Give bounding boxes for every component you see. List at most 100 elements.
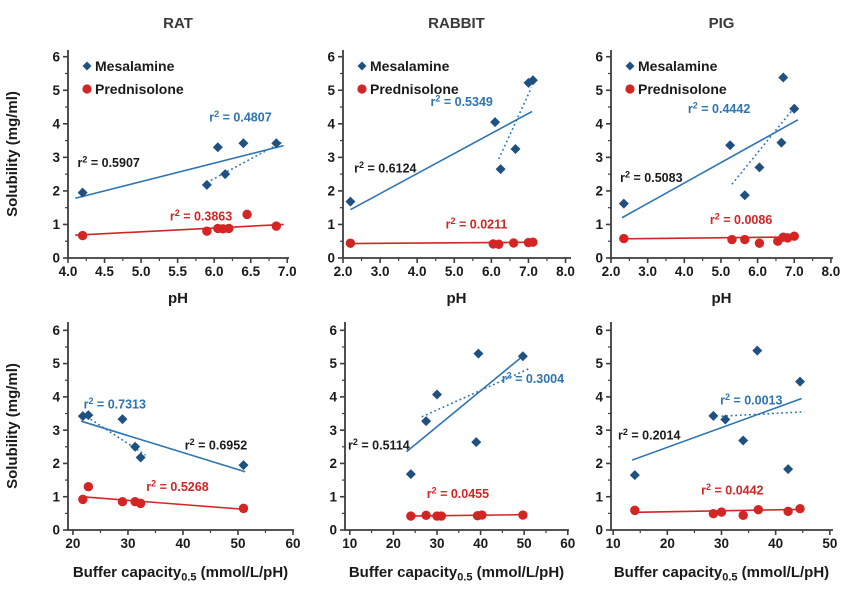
trendline-solid-blue — [631, 397, 802, 461]
y-axis-label: Solubility (mg/ml) — [4, 363, 21, 489]
y-tick-label: 4 — [595, 389, 603, 404]
x-tick-label: 30 — [429, 536, 444, 551]
data-point-mesalamine — [720, 414, 731, 425]
r2-annotation-blue: r2 = 0.0013 — [720, 392, 782, 408]
y-tick-label: 5 — [595, 83, 603, 98]
r2-annotation-red: r2 = 0.3863 — [170, 208, 232, 224]
y-tick-label: 0 — [52, 251, 60, 266]
r2-annotation-black: r2 = 0.5907 — [78, 155, 140, 171]
data-point-prednisolone — [135, 498, 146, 509]
x-tick-label: 7.0 — [519, 264, 538, 279]
data-point-prednisolone — [494, 239, 504, 249]
data-point-prednisolone — [753, 504, 764, 515]
data-point-prednisolone — [83, 482, 94, 492]
x-axis-label: Buffer capacity0.5 (mmol/L/pH) — [73, 564, 288, 584]
trendline-solid-blue — [350, 110, 533, 211]
y-tick-label: 1 — [595, 489, 603, 504]
y-tick-label: 2 — [52, 184, 60, 199]
r2-annotation-blue: r2 = 0.4442 — [688, 101, 750, 117]
chart-rat-ph: RAT 0 1 2 3 4 5 6 4.0 4.5 5.0 5.5 6.0 6.5 7.0 pH Solubil… — [4, 15, 297, 307]
data-point-mesalamine — [510, 143, 521, 154]
trendline-solid-blue — [80, 420, 246, 473]
x-tick-label: 50 — [822, 536, 837, 551]
y-tick-label: 1 — [52, 217, 60, 232]
y-tick-label: 3 — [327, 150, 335, 165]
x-tick-label: 60 — [285, 536, 300, 551]
data-point-prednisolone — [117, 497, 128, 507]
x-tick-label: 3.0 — [371, 264, 390, 279]
data-point-mesalamine — [495, 164, 506, 175]
x-tick-label: 30 — [714, 536, 729, 551]
r2-annotation-black: r2 = 0.6952 — [185, 437, 247, 453]
trendline-solid-red — [621, 236, 798, 240]
x-tick-label: 5.0 — [712, 264, 731, 279]
legend-mesalamine-label: Mesalamine — [638, 58, 718, 74]
data-point-mesalamine — [490, 117, 501, 128]
x-tick-label: 6.0 — [748, 264, 767, 279]
data-point-mesalamine — [795, 376, 806, 387]
data-point-mesalamine — [212, 142, 223, 153]
y-tick-label: 3 — [595, 423, 603, 438]
data-point-mesalamine — [421, 416, 432, 427]
y-tick-label: 2 — [52, 456, 60, 471]
data-point-mesalamine — [471, 437, 482, 448]
trendline-dotted-blue — [82, 413, 147, 456]
data-point-prednisolone — [242, 209, 252, 220]
y-tick-label: 0 — [595, 251, 603, 266]
data-point-prednisolone — [77, 230, 88, 241]
chart-title: RAT — [163, 15, 193, 32]
chart-pig-ph: PIG 0 1 2 3 4 5 6 2.0 3.0 4.0 5.0 6.0 7.0 8.0 pH r2 = 0.… — [595, 15, 840, 307]
trendline-dotted-blue — [721, 411, 805, 417]
y-tick-label: 6 — [52, 49, 60, 64]
data-point-prednisolone — [630, 505, 640, 516]
data-point-prednisolone — [783, 506, 793, 517]
data-point-prednisolone — [727, 234, 737, 245]
chart-title: RABBIT — [428, 15, 485, 32]
x-tick-label: 40 — [768, 536, 783, 551]
x-tick-label: 7.0 — [278, 264, 297, 279]
x-tick-label: 10 — [606, 536, 621, 551]
r2-annotation-red: r2 = 0.0442 — [701, 482, 763, 498]
r2-annotation-red: r2 = 0.0086 — [710, 211, 772, 227]
x-tick-label: 50 — [230, 536, 245, 551]
legend-prednisolone-label: Prednisolone — [370, 81, 459, 97]
x-tick-label: 30 — [120, 536, 135, 551]
data-point-mesalamine — [517, 351, 528, 362]
r2-annotation-black: r2 = 0.6124 — [354, 160, 416, 176]
data-point-prednisolone — [406, 511, 416, 521]
y-tick-label: 1 — [52, 489, 60, 504]
data-point-prednisolone — [738, 510, 748, 521]
x-tick-label: 7.0 — [785, 264, 804, 279]
data-point-mesalamine — [130, 441, 141, 452]
r2-annotation-black: r2 = 0.2014 — [618, 427, 680, 443]
data-point-mesalamine — [754, 162, 765, 173]
legend-mesalamine-label: Mesalamine — [370, 58, 450, 74]
y-tick-label: 3 — [52, 150, 60, 165]
x-tick-label: 6.5 — [241, 264, 260, 279]
x-tick-label: 4.0 — [408, 264, 427, 279]
y-tick-label: 1 — [329, 489, 337, 504]
data-point-prednisolone — [78, 494, 88, 505]
data-point-mesalamine — [752, 345, 763, 356]
data-point-mesalamine — [473, 348, 484, 359]
x-tick-label: 5.0 — [445, 264, 464, 279]
legend-mesalamine-icon — [625, 61, 635, 71]
y-tick-label: 6 — [595, 323, 603, 338]
y-tick-label: 4 — [329, 389, 337, 404]
y-tick-label: 4 — [52, 116, 60, 131]
x-axis-label: Buffer capacity0.5 (mmol/L/pH) — [349, 564, 564, 584]
legend-prednisolone-label: Prednisolone — [638, 81, 727, 97]
y-tick-label: 4 — [327, 116, 335, 131]
x-tick-label: 4.0 — [59, 264, 78, 279]
data-point-mesalamine — [789, 103, 800, 114]
data-point-prednisolone — [716, 507, 727, 517]
y-tick-label: 5 — [327, 83, 335, 98]
chart-rabbit-buffer: 0 1 2 3 4 5 6 10 20 30 40 50 60 Buffer capacity0.5 (m… — [329, 322, 575, 584]
data-point-prednisolone — [421, 510, 431, 521]
data-point-prednisolone — [754, 238, 765, 248]
data-point-prednisolone — [436, 511, 447, 521]
x-tick-label: 60 — [560, 536, 575, 551]
data-point-prednisolone — [708, 508, 719, 519]
data-point-prednisolone — [789, 231, 799, 241]
data-point-mesalamine — [135, 452, 146, 463]
